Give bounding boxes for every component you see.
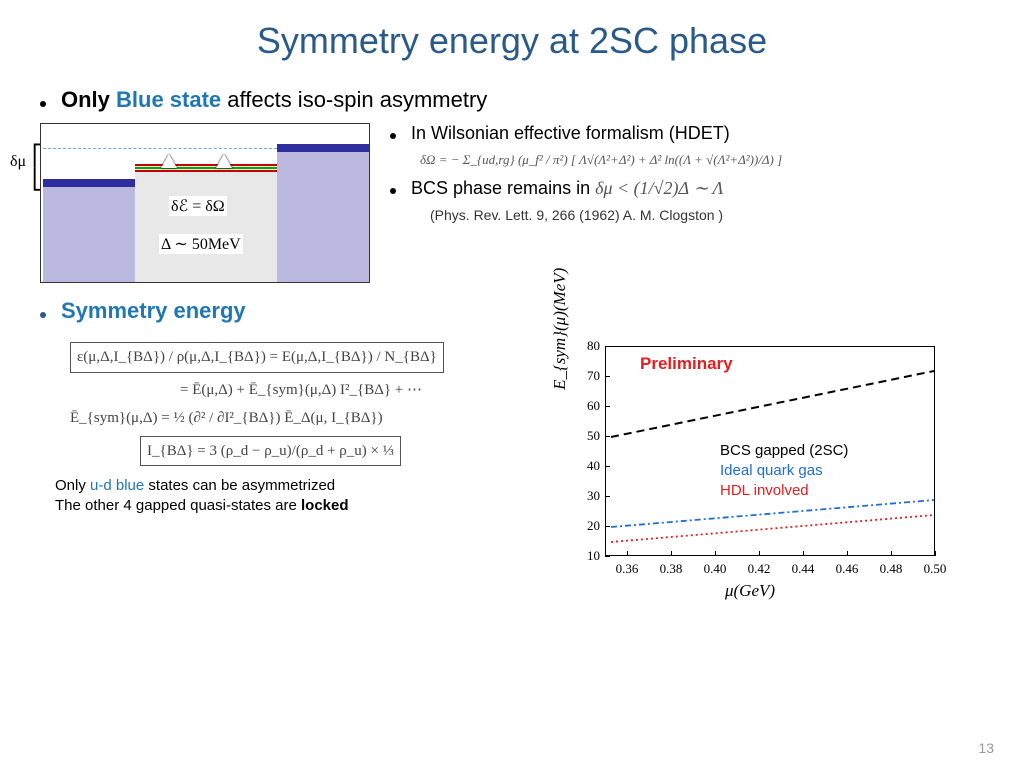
caption: Only u-d blue states can be asymmetrized… xyxy=(55,476,510,515)
page-number: 13 xyxy=(978,740,994,756)
left-energy-bar xyxy=(43,179,135,282)
preliminary-label: Preliminary xyxy=(640,354,733,374)
bullet-1-blue: Blue state xyxy=(116,87,221,112)
equations-block: ε(μ,Δ,I_{BΔ}) / ρ(μ,Δ,I_{BΔ}) = E(μ,Δ,I_… xyxy=(40,336,510,616)
dashed-line xyxy=(43,148,277,149)
upper-section: δμ ⎡ ⎣ δℰ = δΩ Δ ∼ 50MeV In Wilsonian ef… xyxy=(40,123,984,283)
bullet-1-text: Only Blue state affects iso-spin asymmet… xyxy=(61,87,487,113)
bcs-formula: δμ < (1/√2)Δ ∼ Λ xyxy=(595,178,723,198)
eq-line3: Ē_{sym}(μ,Δ) = ½ (∂² / ∂I²_{BΔ}) Ē_Δ(μ, … xyxy=(70,407,510,430)
x-axis-label: μ(GeV) xyxy=(725,581,775,601)
eq-line2: = Ē(μ,Δ) + Ē_{sym}(μ,Δ) I²_{BΔ} + ⋯ xyxy=(180,379,510,402)
bcs-pre: BCS phase remains in xyxy=(411,178,595,198)
bullet-1: Only Blue state affects iso-spin asymmet… xyxy=(40,87,984,113)
lower-section: ε(μ,Δ,I_{BΔ}) / ρ(μ,Δ,I_{BΔ}) = E(μ,Δ,I_… xyxy=(40,336,984,616)
bullet-1-pre: Only xyxy=(61,87,116,112)
omega-formula: δΩ = − Σ_{ud,rg} (μ_f² / π²) [ Λ√(Λ²+Δ²)… xyxy=(420,152,984,168)
y-axis-label: E_{sym}(μ)(MeV) xyxy=(550,268,570,390)
energy-level-diagram: δℰ = δΩ Δ ∼ 50MeV xyxy=(40,123,370,283)
bullet-icon xyxy=(390,188,396,194)
bullet-icon xyxy=(40,101,46,107)
triangle-icon xyxy=(216,154,232,168)
bullet-1-post: affects iso-spin asymmetry xyxy=(221,87,487,112)
hdet-text: In Wilsonian effective formalism (HDET) xyxy=(411,123,730,144)
cap2-bold: locked xyxy=(301,497,349,514)
diagram-eq1: δℰ = δΩ xyxy=(169,196,227,216)
cap1-post: states can be asymmetrized xyxy=(144,477,335,494)
diagram-eq2: Δ ∼ 50MeV xyxy=(159,234,243,254)
bullet-icon xyxy=(390,133,396,139)
bcs-text: BCS phase remains in δμ < (1/√2)Δ ∼ Λ xyxy=(411,178,723,199)
delta-mu-label: δμ xyxy=(10,153,26,171)
esym-chart: Preliminary E_{sym}(μ)(MeV) μ(GeV) BCS g… xyxy=(540,336,960,616)
symmetry-energy-heading: Symmetry energy xyxy=(61,298,246,324)
page-title: Symmetry energy at 2SC phase xyxy=(40,20,984,62)
right-energy-bar xyxy=(277,144,369,282)
bullet-icon xyxy=(40,312,46,318)
citation: (Phys. Rev. Lett. 9, 266 (1962) A. M. Cl… xyxy=(430,207,984,223)
cap2-pre: The other 4 gapped quasi-states are xyxy=(55,497,301,514)
eq-line4: I_{BΔ} = 3 (ρ_d − ρ_u)/(ρ_d + ρ_u) × ⅓ xyxy=(140,436,401,467)
center-region xyxy=(135,164,277,282)
eq-line1: ε(μ,Δ,I_{BΔ}) / ρ(μ,Δ,I_{BΔ}) = E(μ,Δ,I_… xyxy=(70,342,444,373)
right-upper-text: In Wilsonian effective formalism (HDET) … xyxy=(390,123,984,283)
cap1-pre: Only xyxy=(55,477,90,494)
triangle-icon xyxy=(161,154,177,168)
cap1-blue: u-d blue xyxy=(90,477,144,494)
